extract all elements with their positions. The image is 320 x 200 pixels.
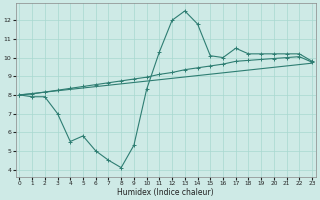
X-axis label: Humidex (Indice chaleur): Humidex (Indice chaleur): [117, 188, 214, 197]
